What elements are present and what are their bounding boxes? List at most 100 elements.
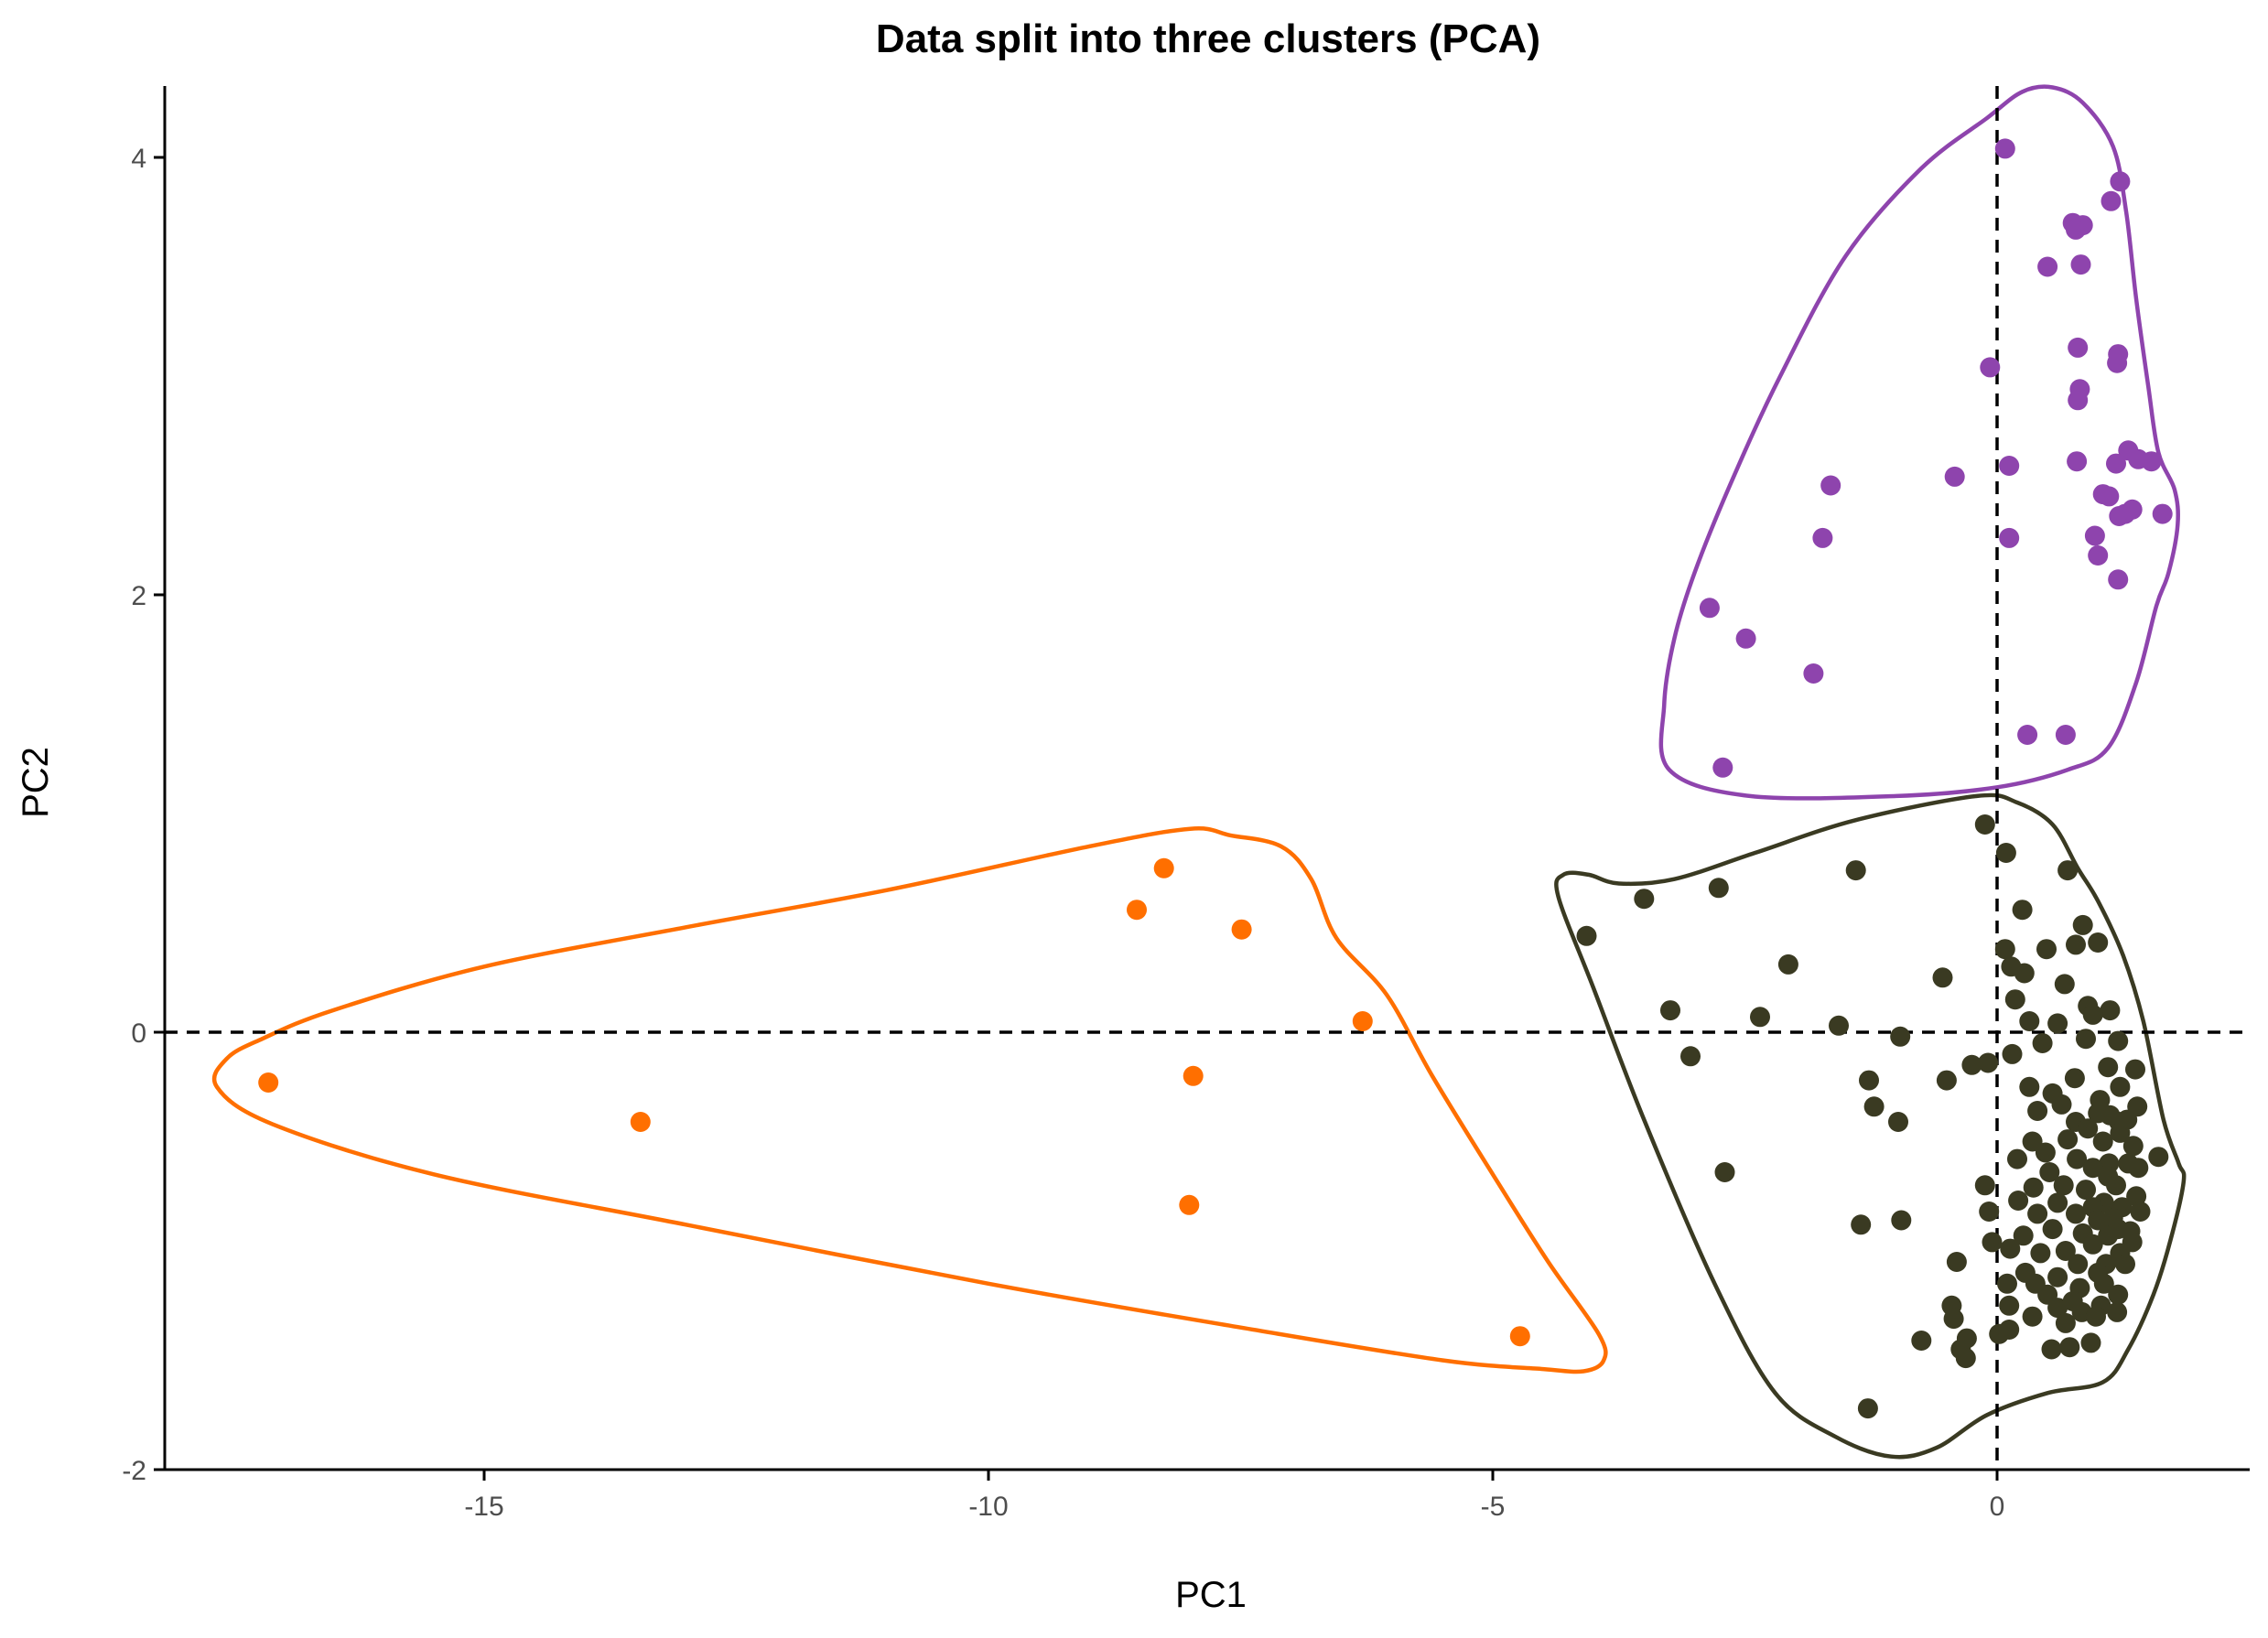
data-point (2013, 1225, 2034, 1246)
data-point (2148, 1147, 2169, 1168)
data-point (1943, 1309, 1964, 1330)
data-point (2023, 1177, 2044, 1198)
data-point (2128, 1158, 2149, 1179)
data-point (2047, 1298, 2068, 1319)
data-point (2059, 1337, 2080, 1358)
axes (163, 86, 2250, 1471)
data-point (2057, 860, 2079, 881)
data-point (2066, 219, 2086, 240)
x-tick-label: -10 (968, 1492, 1008, 1522)
data-point (1660, 1000, 1680, 1021)
data-point (1680, 1046, 1701, 1067)
x-tick-label: 0 (1990, 1492, 2005, 1522)
data-point (1890, 1026, 1911, 1047)
data-point (2057, 1129, 2079, 1150)
data-point (2039, 1162, 2060, 1182)
data-point (2070, 254, 2091, 275)
data-point (2054, 974, 2075, 995)
data-point (2088, 1210, 2109, 1231)
data-point (2027, 1101, 2048, 1121)
data-point (2002, 1043, 2023, 1064)
data-point (2122, 1136, 2144, 1157)
data-point (2093, 1273, 2114, 1294)
x-tick-label: -15 (464, 1492, 503, 1522)
data-point (1979, 1202, 2000, 1222)
data-point (1714, 1162, 1735, 1182)
data-point (2068, 390, 2089, 411)
cluster-hull-1 (1658, 84, 2180, 801)
data-point (2067, 1148, 2088, 1169)
data-point (2088, 932, 2109, 953)
data-point (2055, 1312, 2076, 1333)
data-point (1509, 1326, 1530, 1347)
data-point (2107, 352, 2128, 373)
data-point (2130, 1202, 2151, 1222)
cluster-hull-2 (211, 826, 1608, 1374)
data-point (2115, 1254, 2135, 1275)
data-point (2012, 900, 2033, 921)
data-point (2019, 1076, 2040, 1097)
data-point (2055, 725, 2076, 745)
data-point (2100, 1000, 2121, 1021)
data-point (2092, 1131, 2113, 1152)
data-point (2017, 725, 2038, 745)
y-tick-label: 4 (131, 144, 146, 174)
data-point (2082, 1234, 2103, 1255)
data-point (1812, 527, 1833, 548)
data-point (2088, 545, 2109, 566)
data-point (1183, 1065, 1204, 1086)
data-point (258, 1072, 279, 1093)
chart-title: Data split into three clusters (PCA) (876, 16, 1540, 61)
data-point (1352, 1011, 1373, 1031)
data-point (2084, 525, 2105, 546)
data-point (1153, 857, 1174, 878)
data-point (1859, 1070, 1879, 1091)
data-point (2047, 1013, 2068, 1034)
data-point (1231, 919, 1252, 940)
data-point (2110, 1122, 2131, 1143)
data-point (2035, 1142, 2056, 1163)
data-point (2076, 1180, 2096, 1201)
data-point (1974, 814, 1995, 835)
data-point (1978, 1052, 1999, 1073)
data-point (1803, 663, 1824, 684)
data-point (2055, 1241, 2076, 1261)
data-point (2152, 503, 2173, 524)
data-point (2099, 486, 2120, 507)
data-point (1999, 527, 2020, 548)
data-point (2042, 1219, 2063, 1240)
data-point (2047, 1192, 2068, 1213)
data-point (2027, 1203, 2048, 1224)
data-point (2107, 1301, 2128, 1322)
data-point (2115, 503, 2135, 524)
data-point (2106, 1175, 2126, 1196)
data-point (2068, 1254, 2089, 1275)
data-point (1863, 1096, 1885, 1117)
x-ticks: -15 -10 -5 0 (464, 1470, 2004, 1522)
cluster-2-points (258, 857, 1530, 1347)
data-point (2051, 1094, 2072, 1115)
reference-lines (165, 86, 2250, 1470)
data-point (1995, 843, 2016, 863)
data-point (1999, 1295, 2020, 1316)
data-point (1980, 357, 2001, 378)
data-point (2110, 1076, 2131, 1097)
data-point (2000, 1238, 2021, 1259)
data-point (1851, 1214, 1872, 1235)
data-point (2126, 1186, 2147, 1207)
data-point (2053, 1175, 2074, 1196)
data-point (1820, 475, 1841, 496)
data-point (2108, 1284, 2129, 1305)
data-point (1699, 598, 1720, 619)
data-point (1179, 1194, 1200, 1215)
data-point (1944, 466, 1965, 487)
data-point (1994, 138, 2015, 159)
data-point (2125, 1059, 2145, 1080)
data-point (2047, 1266, 2068, 1288)
data-point (2064, 1068, 2085, 1089)
data-point (1997, 1273, 2017, 1294)
data-point (2072, 914, 2093, 935)
data-point (1735, 628, 1756, 649)
points-layer (258, 138, 2173, 1419)
